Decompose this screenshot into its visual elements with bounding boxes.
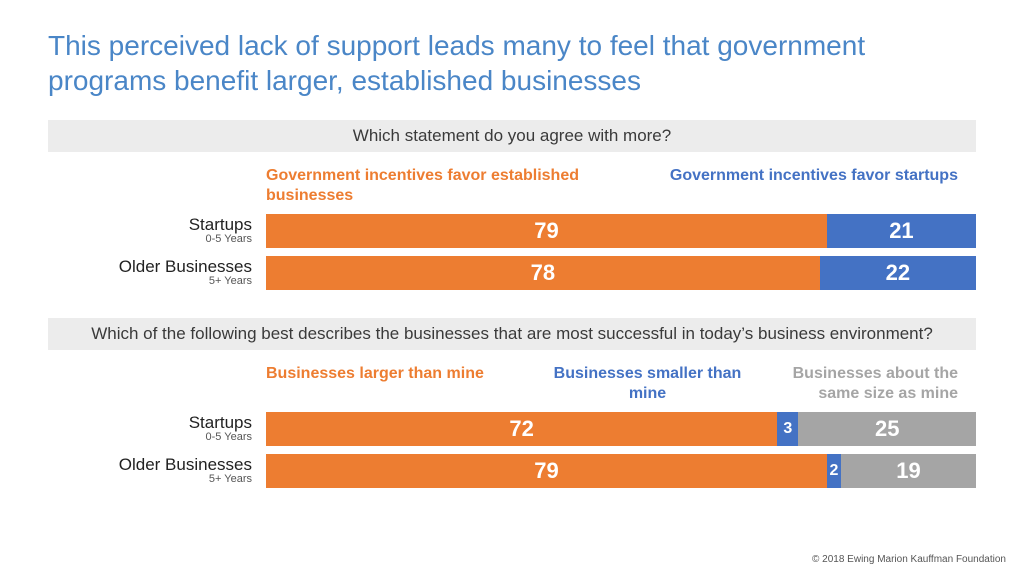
legend-item: Government incentives favor established … (266, 166, 664, 206)
bar-track: 79219 (266, 454, 976, 488)
bar-segment: 25 (798, 412, 976, 446)
chart2-legend: Businesses larger than mineBusinesses sm… (48, 364, 976, 404)
bar-row-label: Older Businesses5+ Years (48, 456, 266, 485)
bar-segment: 3 (777, 412, 798, 446)
bar-segment: 78 (266, 256, 820, 290)
legend-item: Government incentives favor startups (664, 166, 976, 206)
bar-segment: 79 (266, 214, 827, 248)
bar-segment: 19 (841, 454, 976, 488)
legend-item: Businesses smaller than mine (550, 364, 763, 404)
chart1-question: Which statement do you agree with more? (48, 120, 976, 152)
bar-row: Startups0-5 Years7921 (48, 214, 976, 248)
bar-row: Startups0-5 Years72325 (48, 412, 976, 446)
bar-row-label: Older Businesses5+ Years (48, 258, 266, 287)
bar-track: 72325 (266, 412, 976, 446)
bar-row: Older Businesses5+ Years79219 (48, 454, 976, 488)
bar-track: 7822 (266, 256, 976, 290)
bar-segment: 22 (820, 256, 976, 290)
bar-row-label: Startups0-5 Years (48, 216, 266, 245)
chart1-bars: Startups0-5 Years7921Older Businesses5+ … (48, 214, 976, 290)
bar-segment: 21 (827, 214, 976, 248)
bar-segment: 72 (266, 412, 777, 446)
bar-row-label: Startups0-5 Years (48, 414, 266, 443)
chart1-legend: Government incentives favor established … (48, 166, 976, 206)
slide-title: This perceived lack of support leads man… (48, 28, 976, 98)
bar-row: Older Businesses5+ Years7822 (48, 256, 976, 290)
legend-item: Businesses larger than mine (266, 364, 550, 404)
chart2-question: Which of the following best describes th… (48, 318, 976, 350)
copyright-footer: © 2018 Ewing Marion Kauffman Foundation (812, 554, 1006, 565)
bar-segment: 2 (827, 454, 841, 488)
legend-item: Businesses about the same size as mine (763, 364, 976, 404)
bar-segment: 79 (266, 454, 827, 488)
chart2-bars: Startups0-5 Years72325Older Businesses5+… (48, 412, 976, 488)
bar-track: 7921 (266, 214, 976, 248)
